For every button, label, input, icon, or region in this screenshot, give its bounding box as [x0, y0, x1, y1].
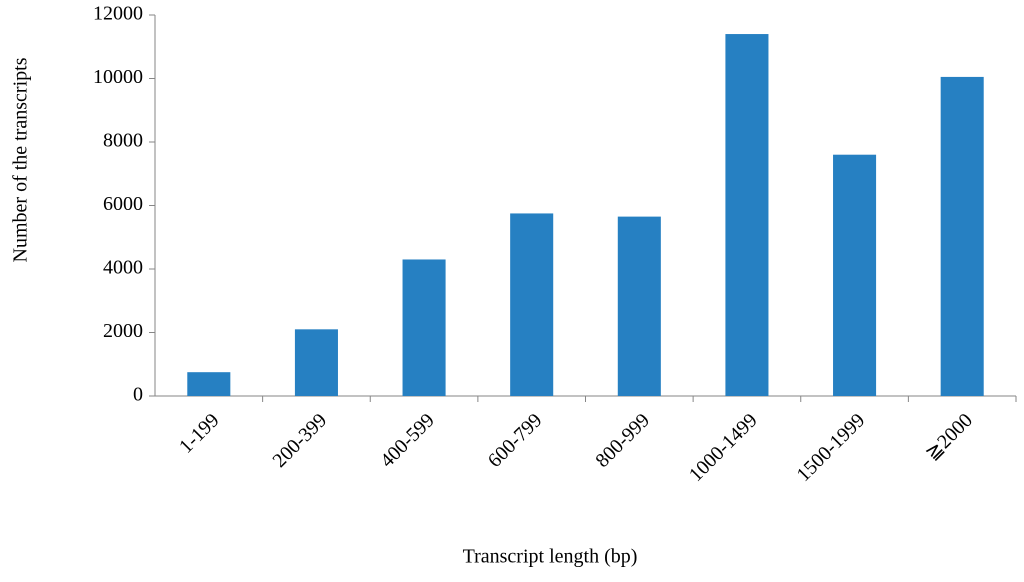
y-tick-label: 4000: [103, 257, 143, 279]
x-tick-label: 200-399: [269, 409, 332, 472]
x-tick-label: 600-799: [484, 409, 547, 472]
x-tick-label: 1-199: [175, 409, 224, 458]
bar: [940, 76, 984, 396]
bar: [510, 213, 554, 396]
x-tick-label: 1500-1999: [793, 409, 870, 486]
x-tick-label: 1000-1499: [685, 409, 762, 486]
bar: [294, 329, 338, 396]
bar: [402, 259, 446, 396]
x-tick-label: ≧2000: [921, 409, 977, 465]
y-tick-label: 2000: [103, 320, 143, 342]
y-tick-label: 12000: [93, 3, 143, 25]
bar: [725, 34, 769, 397]
y-tick-label: 6000: [103, 193, 143, 215]
x-tick-label: 800-999: [591, 409, 654, 472]
bar: [833, 154, 877, 396]
x-tick-label: 400-599: [376, 409, 439, 472]
y-tick-label: 8000: [103, 130, 143, 152]
y-tick-label: 10000: [93, 66, 143, 88]
x-axis-title: Transcript length (bp): [463, 546, 638, 568]
bar: [187, 372, 231, 396]
bar: [617, 216, 661, 396]
y-tick-label: 0: [133, 384, 143, 406]
y-axis-title: Number of the transcripts: [10, 57, 32, 262]
